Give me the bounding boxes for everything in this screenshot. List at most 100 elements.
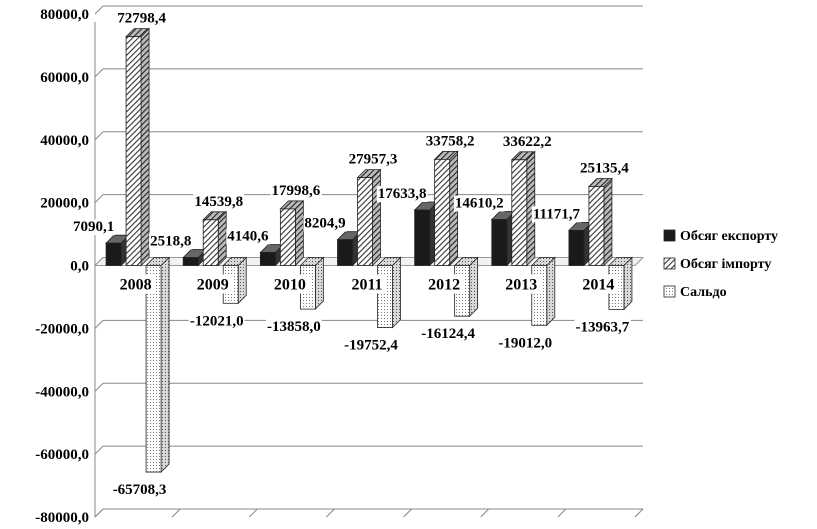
data-label: -16124,4 bbox=[421, 326, 475, 342]
y-tick-labels: 80000,0 60000,0 40000,0 20000,0 0,0 -20000,0 -… bbox=[35, 7, 89, 526]
data-label-bg bbox=[453, 195, 505, 212]
category-label-bg bbox=[347, 274, 387, 294]
y-tick-label: -20000,0 bbox=[35, 321, 89, 337]
data-label: 27957,3 bbox=[349, 152, 398, 168]
y-tick-label: 40000,0 bbox=[40, 133, 89, 149]
bar bbox=[125, 27, 151, 267]
data-label-bg bbox=[420, 326, 477, 343]
x-tick bbox=[326, 508, 335, 518]
data-label: 4140,6 bbox=[227, 228, 269, 244]
data-label: -13963,7 bbox=[576, 319, 630, 335]
legend: Обсяг експорту Обсяг імпорту Сальдо bbox=[663, 229, 778, 300]
legend-label: Сальдо bbox=[680, 285, 727, 300]
bar bbox=[510, 150, 536, 267]
legend-swatch bbox=[663, 257, 676, 270]
bar bbox=[279, 199, 305, 267]
bar bbox=[567, 221, 593, 267]
legend-label: Обсяг експорту bbox=[680, 229, 778, 244]
y-tick-label: -80000,0 bbox=[35, 510, 89, 526]
gridline-depth bbox=[94, 68, 104, 78]
y-tick-label: -40000,0 bbox=[35, 384, 89, 400]
data-label-bg bbox=[376, 186, 428, 203]
category-label: 2010 bbox=[274, 277, 306, 294]
data-label-bg bbox=[116, 10, 168, 27]
legend-swatch bbox=[663, 285, 676, 298]
gridline-depth bbox=[94, 445, 104, 455]
data-label-bg bbox=[497, 335, 554, 352]
category-label-bg bbox=[192, 274, 233, 294]
data-label: -19752,4 bbox=[344, 338, 398, 354]
data-label: 8204,9 bbox=[304, 216, 345, 232]
category-label-bg bbox=[269, 274, 310, 294]
data-label-bg bbox=[579, 160, 631, 177]
bar bbox=[413, 201, 439, 267]
x-tick bbox=[634, 508, 644, 518]
category-label-bg bbox=[578, 274, 619, 294]
data-label-bg bbox=[265, 319, 322, 336]
data-label: -13858,0 bbox=[267, 319, 321, 335]
data-label-bg bbox=[303, 215, 347, 232]
gridline-depth bbox=[94, 5, 104, 15]
legend-item: Сальдо bbox=[663, 285, 727, 300]
data-label: 33622,2 bbox=[503, 134, 552, 150]
data-label: -12021,0 bbox=[190, 313, 244, 329]
y-tick-label: 20000,0 bbox=[40, 196, 89, 212]
data-label: 7090,1 bbox=[73, 219, 114, 235]
bar bbox=[105, 234, 131, 267]
data-label: 33758,2 bbox=[426, 133, 475, 149]
x-tick bbox=[94, 508, 104, 518]
y-tick-label: -60000,0 bbox=[35, 447, 89, 463]
legend-item: Обсяг імпорту bbox=[663, 257, 771, 272]
x-tick bbox=[403, 508, 412, 518]
data-label-bg bbox=[531, 206, 582, 223]
x-tick bbox=[557, 508, 567, 518]
legend-swatch bbox=[663, 229, 676, 242]
y-tick-label: 80000,0 bbox=[40, 7, 89, 23]
gridline-depth bbox=[94, 131, 104, 141]
x-tick bbox=[171, 508, 181, 518]
data-label-bg bbox=[270, 182, 322, 199]
bars bbox=[105, 27, 633, 474]
data-label-bg bbox=[226, 228, 270, 245]
bar bbox=[490, 210, 516, 267]
legend-item: Обсяг експорту bbox=[663, 229, 778, 244]
data-label: 17633,8 bbox=[378, 186, 427, 202]
data-label: -65708,3 bbox=[113, 482, 167, 498]
category-label: 2013 bbox=[505, 277, 537, 294]
category-label-bg bbox=[115, 274, 156, 294]
category-label: 2012 bbox=[428, 277, 460, 294]
bar bbox=[356, 168, 382, 267]
data-labels: 7090,1 2518,8 4140,6 8204,9 17633,8 14610,2 11… bbox=[71, 10, 631, 499]
bar bbox=[336, 230, 362, 267]
gridline-depth bbox=[94, 194, 104, 203]
data-label-bg bbox=[347, 151, 399, 168]
x-tick bbox=[480, 508, 490, 518]
bar bbox=[145, 256, 171, 474]
y-tick-label: 0,0 bbox=[70, 259, 89, 275]
bar bbox=[433, 150, 459, 267]
data-label: 72798,4 bbox=[117, 11, 166, 27]
category-label-bg bbox=[501, 274, 542, 294]
data-label: 11171,7 bbox=[533, 206, 581, 222]
data-label-bg bbox=[193, 193, 245, 210]
y-tick-label: 60000,0 bbox=[40, 70, 89, 86]
category-label-bg bbox=[424, 274, 465, 294]
category-label: 2008 bbox=[120, 277, 152, 294]
axes bbox=[93, 22, 645, 518]
bar bbox=[587, 177, 613, 267]
data-label-bg bbox=[424, 133, 476, 150]
data-label: 25135,4 bbox=[580, 160, 629, 176]
data-label: 14610,2 bbox=[455, 196, 504, 212]
data-label-bg bbox=[149, 233, 193, 250]
category-label: 2009 bbox=[197, 277, 229, 294]
data-label-bg bbox=[111, 482, 168, 499]
data-label: 14539,8 bbox=[194, 194, 243, 210]
data-label-bg bbox=[188, 313, 245, 330]
category-label: 2011 bbox=[351, 277, 382, 294]
gridline-depth bbox=[94, 382, 104, 392]
x-tick bbox=[248, 508, 258, 518]
data-label-bg bbox=[501, 133, 553, 150]
data-label-bg bbox=[71, 219, 116, 236]
bar bbox=[202, 210, 228, 267]
